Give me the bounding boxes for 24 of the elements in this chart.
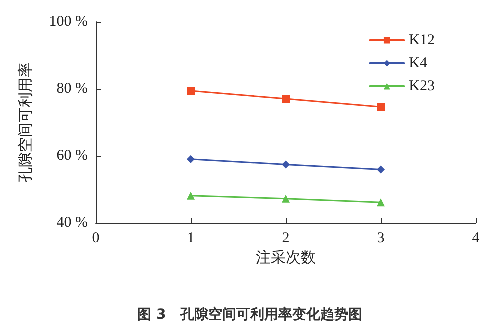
y-tick-label: 40 % xyxy=(56,215,88,231)
text: 图 3 孔隙空间可利用率变化趋势图 xyxy=(138,306,362,323)
point xyxy=(282,194,290,203)
point xyxy=(377,198,385,207)
x-tick-label: 2 xyxy=(282,230,290,246)
y-axis-title: 孔隙空间可利用率 xyxy=(18,62,34,182)
y-tick-label: 100 % xyxy=(49,14,88,30)
x-tick-label: 1 xyxy=(187,230,195,246)
point xyxy=(282,160,290,169)
point xyxy=(377,103,385,112)
x-tick-label: 4 xyxy=(472,230,480,246)
point xyxy=(187,192,195,200)
point xyxy=(187,87,195,96)
legend-label: K12 xyxy=(409,32,436,48)
x-tick-label: 3 xyxy=(377,230,385,246)
y-tick-label: 60 % xyxy=(56,148,88,164)
point xyxy=(187,155,195,164)
x-axis-title: 注采次数 xyxy=(256,250,316,266)
legend-label: K4 xyxy=(409,56,428,72)
x-tick-label: 0 xyxy=(92,230,100,246)
legend-label: K23 xyxy=(409,78,436,94)
y-tick-label: 80 % xyxy=(56,81,88,97)
point xyxy=(377,166,385,174)
point xyxy=(282,95,290,104)
